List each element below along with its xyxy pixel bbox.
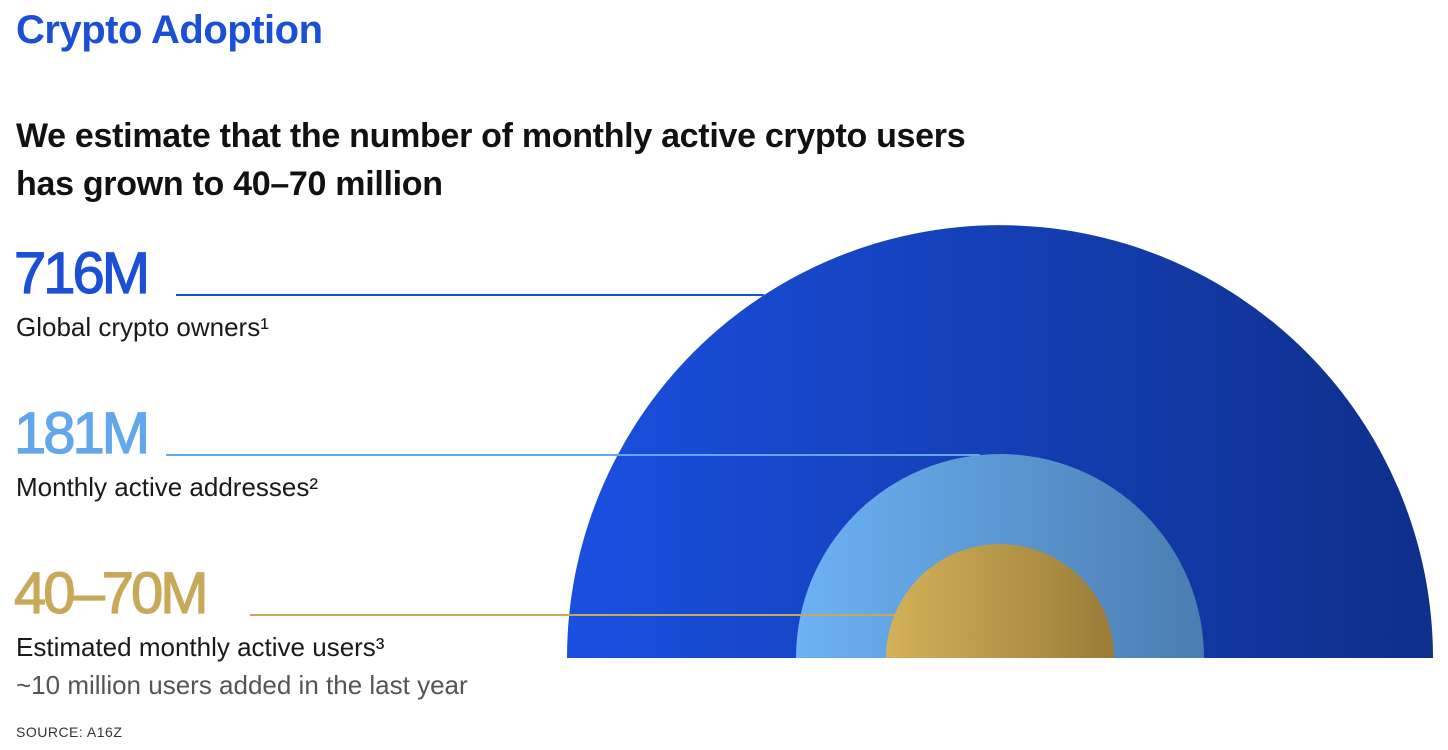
arc-active-users [886, 544, 1114, 658]
stat-value-addresses: 181M [13, 400, 150, 466]
stat-label-owners: Global crypto owners¹ [16, 312, 269, 342]
arcs-group [567, 225, 1433, 658]
stat-label-active-users: Estimated monthly active users³ [16, 632, 385, 662]
source-note: SOURCE: A16Z [16, 724, 123, 740]
stat-value-active-users: 40–70M [13, 560, 209, 626]
stat-label-addresses: Monthly active addresses² [16, 472, 319, 502]
headline-line-2: has grown to 40–70 million [16, 165, 443, 203]
stat-value-owners: 716M [13, 240, 150, 306]
headline-line-1: We estimate that the number of monthly a… [16, 117, 966, 155]
leader-lines-group [166, 294, 980, 616]
arc-global-owners [567, 225, 1433, 658]
stat-note-active-users: ~10 million users added in the last year [16, 670, 468, 700]
section-title: Crypto Adoption [16, 8, 323, 52]
headline: We estimate that the number of monthly a… [16, 112, 1016, 208]
